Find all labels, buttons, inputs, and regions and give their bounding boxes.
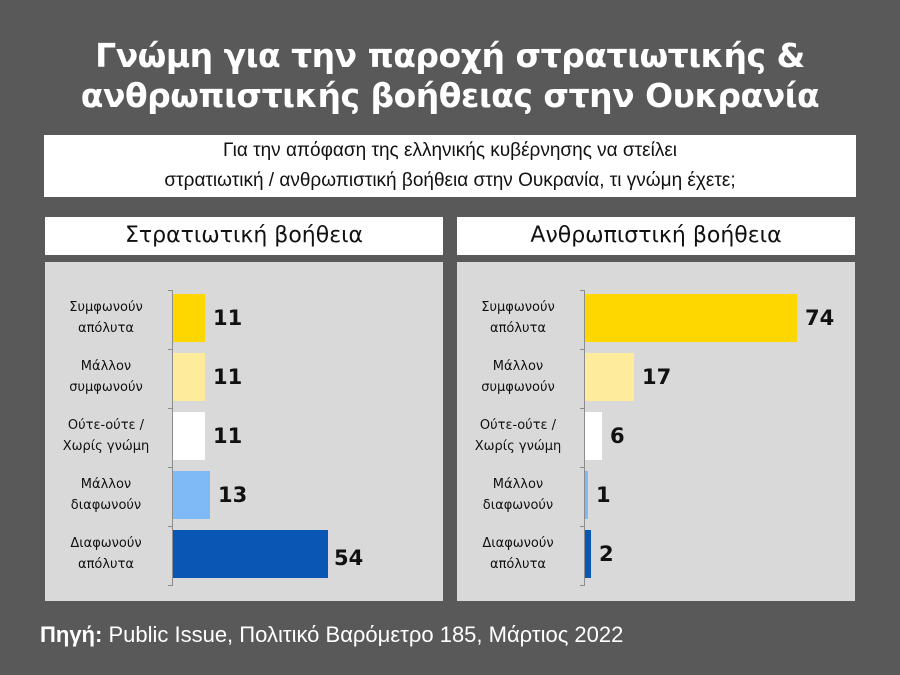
category-label: Μάλλον διαφωνούν — [458, 474, 578, 516]
bar — [585, 471, 588, 519]
category-label-line-2: Χωρίς γνώμη — [62, 439, 150, 454]
bar-value-label: 1 — [596, 483, 611, 507]
category-label-line-1: Ούτε-ούτε / — [479, 418, 557, 433]
bar-value-label: 11 — [213, 424, 243, 448]
axis-tick — [168, 585, 173, 586]
axis-tick — [580, 349, 585, 350]
bar-value-label: 2 — [599, 542, 614, 566]
bar — [585, 353, 634, 401]
axis-tick — [168, 408, 173, 409]
category-label-line-1: Μάλλον — [80, 359, 132, 374]
category-label: Συμφωνούν απόλυτα — [46, 297, 166, 339]
source-note: Πηγή: Public Issue, Πολιτικό Βαρόμετρο 1… — [40, 622, 623, 648]
axis-tick — [580, 290, 585, 291]
category-label: Διαφωνούν απόλυτα — [458, 533, 578, 575]
panel-title-humanitarian: Ανθρωπιστική βοήθεια — [457, 217, 855, 255]
category-label: Μάλλον συμφωνούν — [46, 356, 166, 398]
category-label-line-2: απόλυτα — [490, 557, 546, 572]
category-axis — [584, 290, 585, 585]
chart-title: Γνώμη για την παροχή στρατιωτικής & ανθρ… — [0, 36, 900, 116]
question-line-1: Για την απόφαση της ελληνικής κυβέρνησης… — [222, 140, 678, 161]
bar-value-label: 17 — [642, 365, 672, 389]
bar — [173, 530, 328, 578]
category-label-line-2: απόλυτα — [78, 321, 134, 336]
category-label-line-1: Διαφωνούν — [70, 536, 142, 551]
question-line-2: στρατιωτική / ανθρωπιστική βοήθεια στην … — [164, 170, 736, 191]
axis-tick — [580, 585, 585, 586]
category-label-line-2: απόλυτα — [490, 321, 546, 336]
axis-tick — [580, 408, 585, 409]
axis-tick — [168, 467, 173, 468]
axis-tick — [168, 526, 173, 527]
category-label: Μάλλον συμφωνούν — [458, 356, 578, 398]
bar-value-label: 6 — [610, 424, 625, 448]
category-label-line-1: Μάλλον — [80, 477, 132, 492]
bar-value-label: 11 — [213, 365, 243, 389]
category-label-line-2: συμφωνούν — [69, 380, 143, 395]
category-label: Ούτε-ούτε / Χωρίς γνώμη — [458, 415, 578, 457]
category-label: Ούτε-ούτε / Χωρίς γνώμη — [46, 415, 166, 457]
chart-military-aid: Συμφωνούν απόλυτα 11 Μάλλον συμφωνούν 11 Ούτε-… — [45, 262, 443, 601]
category-label-line-1: Συμφωνούν — [69, 300, 143, 315]
category-label-line-2: απόλυτα — [78, 557, 134, 572]
category-label-line-1: Διαφωνούν — [482, 536, 554, 551]
axis-tick — [168, 349, 173, 350]
category-label-line-1: Μάλλον — [492, 477, 544, 492]
category-label: Συμφωνούν απόλυτα — [458, 297, 578, 339]
survey-question: Για την απόφαση της ελληνικής κυβέρνησης… — [44, 135, 856, 197]
category-label-line-2: Χωρίς γνώμη — [474, 439, 562, 454]
category-axis — [172, 290, 173, 585]
category-label-line-1: Ούτε-ούτε / — [67, 418, 145, 433]
bar-value-label: 54 — [334, 546, 364, 570]
panel-title-military: Στρατιωτική βοήθεια — [45, 217, 443, 255]
axis-tick — [580, 467, 585, 468]
category-label-line-2: διαφωνούν — [70, 498, 142, 513]
bar — [173, 353, 205, 401]
bar — [173, 412, 205, 460]
title-line-2: ανθρωπιστικής βοήθειας στην Ουκρανία — [80, 76, 820, 115]
bar — [173, 471, 210, 519]
bar-value-label: 74 — [805, 306, 835, 330]
category-label-line-1: Μάλλον — [492, 359, 544, 374]
axis-tick — [580, 526, 585, 527]
category-label: Μάλλον διαφωνούν — [46, 474, 166, 516]
chart-humanitarian-aid: Συμφωνούν απόλυτα 74 Μάλλον συμφωνούν 17 Ούτε-… — [457, 262, 855, 601]
bar-value-label: 11 — [213, 306, 243, 330]
category-label-line-2: συμφωνούν — [481, 380, 555, 395]
category-label: Διαφωνούν απόλυτα — [46, 533, 166, 575]
source-text: Public Issue, Πολιτικό Βαρόμετρο 185, Μά… — [102, 622, 624, 647]
bar — [585, 294, 797, 342]
category-label-line-1: Συμφωνούν — [481, 300, 555, 315]
axis-tick — [168, 290, 173, 291]
source-label: Πηγή: — [40, 622, 103, 647]
category-label-line-2: διαφωνούν — [482, 498, 554, 513]
bar — [585, 412, 602, 460]
bar — [173, 294, 205, 342]
bar-value-label: 13 — [218, 483, 248, 507]
title-line-1: Γνώμη για την παροχή στρατιωτικής & — [95, 36, 805, 75]
bar — [585, 530, 591, 578]
